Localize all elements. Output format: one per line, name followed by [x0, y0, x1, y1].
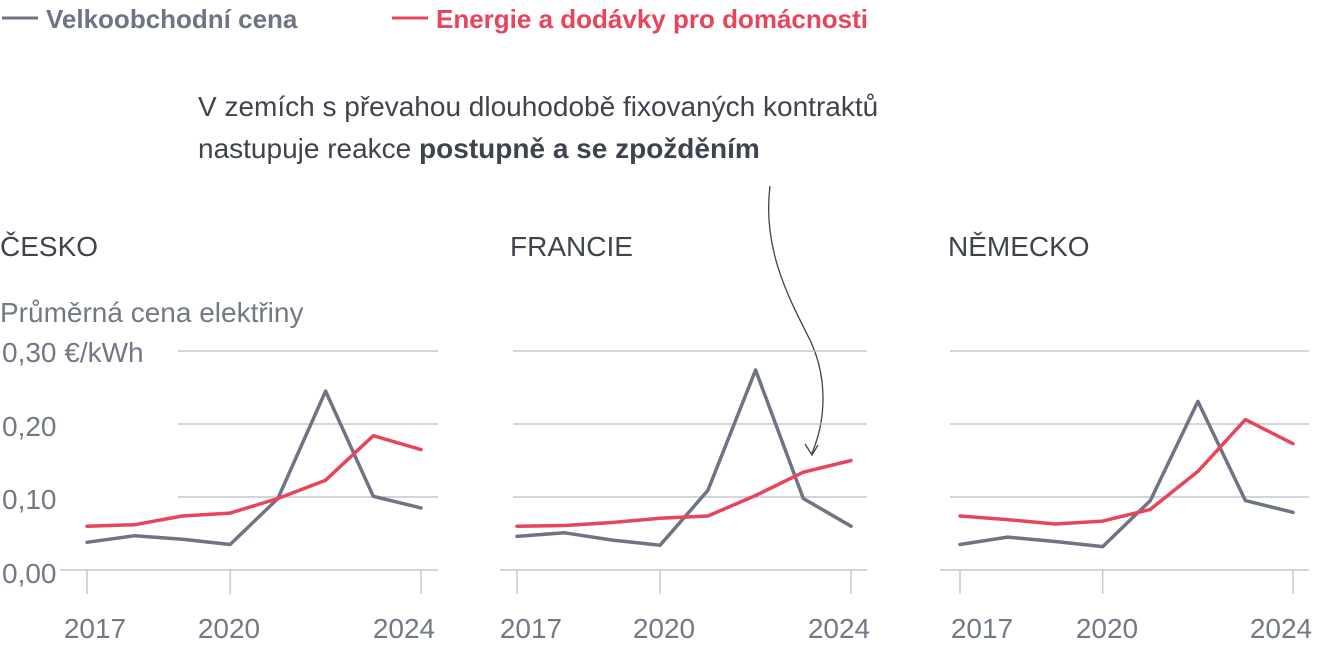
annotation-arrowhead [804, 443, 819, 457]
y-tick-label: 0,00 [2, 558, 57, 589]
series-line-household [958, 417, 1295, 526]
annotation-line-2-regular: nastupuje reakce [198, 133, 419, 164]
series-line-wholesale [85, 389, 423, 547]
x-ticks-cesko: 2017 2020 2024 [64, 613, 435, 644]
x-tick-label: 2020 [633, 613, 695, 644]
y-tick-label: 0,20 [2, 411, 57, 442]
series-line-wholesale [515, 368, 853, 547]
annotation: V zemích s převahou dlouhodobě fixovanýc… [198, 91, 878, 457]
series-line-household [515, 458, 853, 528]
panel-title-nemecko: NĚMECKO [948, 231, 1090, 262]
y-tick-label: 0,10 [2, 484, 57, 515]
panel-nemecko [940, 350, 1309, 594]
panel-francie [500, 350, 867, 594]
x-tick-label: 2024 [808, 613, 870, 644]
series-line-household [85, 433, 423, 528]
panel-title-francie: FRANCIE [510, 231, 633, 262]
series-line-wholesale [958, 399, 1295, 549]
y-axis-label: Průměrná cena elektřiny [0, 297, 303, 328]
annotation-line-2: nastupuje reakce postupně a se zpožděním [198, 133, 760, 164]
legend-wholesale-label: Velkoobchodní cena [46, 4, 298, 34]
x-tick-label: 2017 [64, 613, 126, 644]
panel-cesko [60, 350, 438, 594]
annotation-arrow [768, 185, 824, 454]
x-ticks-francie: 2017 2020 2024 [500, 613, 870, 644]
annotation-line-1: V zemích s převahou dlouhodobě fixovanýc… [198, 91, 878, 122]
x-tick-label: 2017 [500, 613, 562, 644]
panel-title-cesko: ČESKO [0, 231, 98, 262]
x-tick-label: 2017 [951, 613, 1013, 644]
x-tick-label: 2020 [198, 613, 260, 644]
legend: Velkoobchodní cena Energie a dodávky pro… [2, 4, 868, 34]
x-tick-label: 2024 [1250, 613, 1312, 644]
x-tick-label: 2024 [373, 613, 435, 644]
y-tick-label: 0,30 €/kWh [2, 337, 144, 368]
annotation-line-2-bold: postupně a se zpožděním [419, 133, 760, 164]
x-ticks-nemecko: 2017 2020 2024 [951, 613, 1312, 644]
x-tick-label: 2020 [1076, 613, 1138, 644]
legend-household-label: Energie a dodávky pro domácnosti [436, 4, 868, 34]
